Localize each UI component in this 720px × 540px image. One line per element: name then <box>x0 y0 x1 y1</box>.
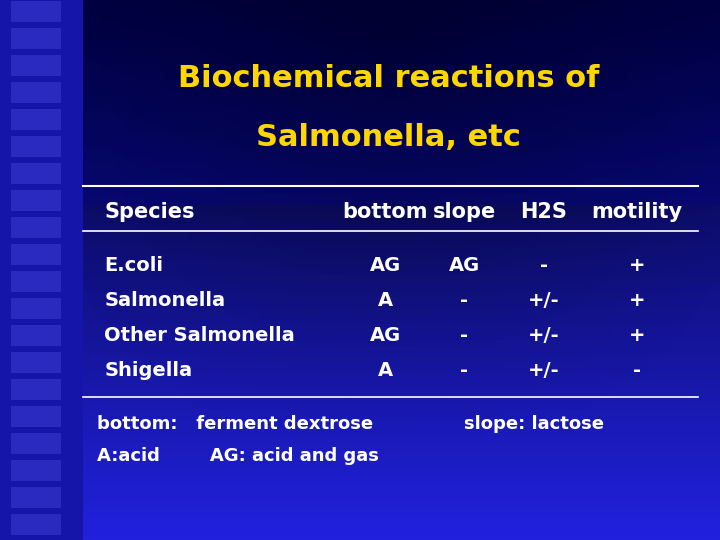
Text: +: + <box>629 326 645 346</box>
Text: AG: AG <box>449 256 480 275</box>
Text: +/-: +/- <box>528 361 559 381</box>
Text: Biochemical reactions of: Biochemical reactions of <box>178 64 600 93</box>
Text: Species: Species <box>104 201 195 222</box>
Text: Shigella: Shigella <box>104 361 192 381</box>
FancyBboxPatch shape <box>11 244 61 265</box>
FancyBboxPatch shape <box>11 298 61 319</box>
Text: -: - <box>460 291 469 310</box>
FancyBboxPatch shape <box>11 514 61 535</box>
Text: bottom: bottom <box>343 201 428 222</box>
FancyBboxPatch shape <box>11 163 61 184</box>
Text: Other Salmonella: Other Salmonella <box>104 326 295 346</box>
FancyBboxPatch shape <box>11 217 61 238</box>
FancyBboxPatch shape <box>11 1 61 22</box>
Text: AG: AG <box>369 256 401 275</box>
Text: slope: slope <box>433 201 496 222</box>
FancyBboxPatch shape <box>11 55 61 76</box>
FancyBboxPatch shape <box>11 379 61 400</box>
FancyBboxPatch shape <box>11 460 61 481</box>
FancyBboxPatch shape <box>11 271 61 292</box>
FancyBboxPatch shape <box>11 406 61 427</box>
Text: A: A <box>377 291 393 310</box>
Text: -: - <box>539 256 548 275</box>
Text: H2S: H2S <box>520 201 567 222</box>
Text: +/-: +/- <box>528 326 559 346</box>
Text: Salmonella: Salmonella <box>104 291 225 310</box>
Text: A:acid        AG: acid and gas: A:acid AG: acid and gas <box>97 447 379 465</box>
Text: bottom:   ferment dextrose: bottom: ferment dextrose <box>97 415 374 433</box>
FancyBboxPatch shape <box>11 487 61 508</box>
Text: -: - <box>460 361 469 381</box>
FancyBboxPatch shape <box>83 0 720 205</box>
FancyBboxPatch shape <box>0 0 83 540</box>
FancyBboxPatch shape <box>11 136 61 157</box>
Text: +: + <box>629 291 645 310</box>
Text: -: - <box>633 361 642 381</box>
FancyBboxPatch shape <box>11 190 61 211</box>
FancyBboxPatch shape <box>11 352 61 373</box>
Text: Salmonella, etc: Salmonella, etc <box>256 123 521 152</box>
Text: E.coli: E.coli <box>104 256 163 275</box>
Text: slope: lactose: slope: lactose <box>464 415 604 433</box>
Text: A: A <box>377 361 393 381</box>
Text: motility: motility <box>592 201 683 222</box>
Text: +: + <box>629 256 645 275</box>
Text: +/-: +/- <box>528 291 559 310</box>
FancyBboxPatch shape <box>11 325 61 346</box>
Text: AG: AG <box>369 326 401 346</box>
FancyBboxPatch shape <box>11 433 61 454</box>
Text: -: - <box>460 326 469 346</box>
FancyBboxPatch shape <box>11 28 61 49</box>
FancyBboxPatch shape <box>11 109 61 130</box>
FancyBboxPatch shape <box>11 82 61 103</box>
